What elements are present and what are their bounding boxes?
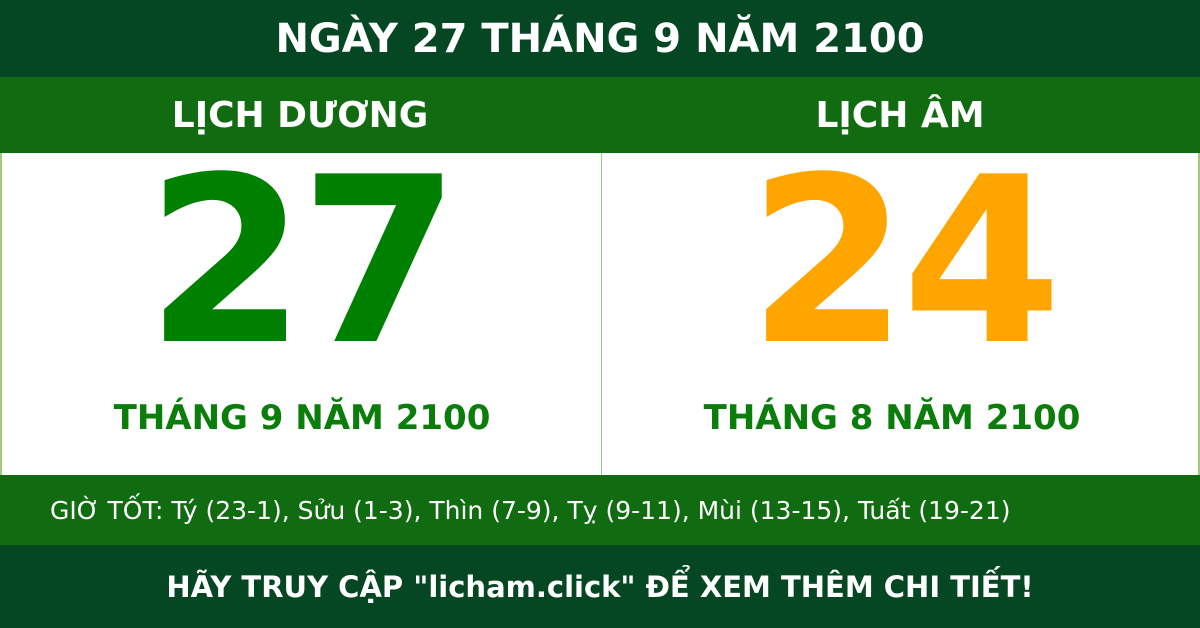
lunar-day: 24: [747, 129, 1062, 396]
good-hours: GIỜ TỐT: Tý (23-1), Sửu (1-3), Thìn (7-9…: [0, 475, 1200, 545]
solar-month-year: THÁNG 9 NĂM 2100: [113, 398, 491, 438]
page-title: NGÀY 27 THÁNG 9 NĂM 2100: [0, 0, 1200, 77]
divider: [601, 153, 602, 475]
date-panel: 27 24 THÁNG 9 NĂM 2100 THÁNG 8 NĂM 2100: [0, 129, 1200, 475]
solar-label: LỊCH DƯƠNG: [171, 94, 429, 136]
footer-cta: HÃY TRUY CẬP "licham.click" ĐỂ XEM THÊM …: [0, 545, 1200, 628]
solar-day: 27: [145, 129, 460, 396]
lunar-month-year: THÁNG 8 NĂM 2100: [703, 398, 1081, 438]
column-headers: LỊCH DƯƠNG LỊCH ÂM: [0, 77, 1200, 153]
lunar-label: LỊCH ÂM: [815, 94, 985, 136]
